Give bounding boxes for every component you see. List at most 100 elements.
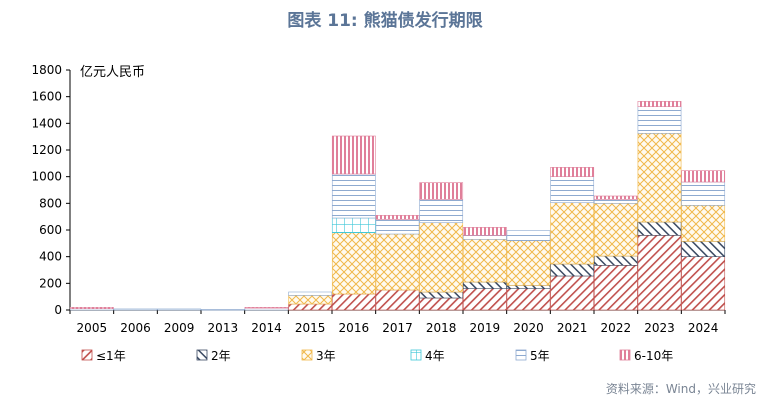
legend-swatch	[81, 349, 93, 361]
bar-segment	[244, 307, 289, 309]
bar-segment	[550, 176, 595, 203]
bar-segment	[637, 221, 682, 236]
bar-segment	[681, 170, 726, 183]
bar-segment	[462, 235, 507, 240]
bar-segment	[113, 308, 158, 311]
x-tick-label: 2019	[470, 321, 501, 335]
bar-segment	[637, 106, 682, 134]
bar-segment	[288, 303, 333, 311]
legend-item: 4年	[410, 349, 445, 363]
legend-swatch	[196, 349, 208, 361]
bar-segment	[288, 295, 333, 305]
y-tick-label: 200	[39, 276, 62, 290]
bar-segment	[419, 182, 464, 200]
bar-segment	[637, 133, 682, 223]
x-tick-label: 2005	[77, 321, 108, 335]
bar-segment	[550, 263, 595, 277]
bar-segment	[550, 202, 595, 265]
y-tick-label: 1000	[31, 170, 62, 184]
legend-label: 3年	[316, 349, 336, 363]
legend-item: 6-10年	[619, 349, 673, 363]
bar-segment	[637, 235, 682, 311]
bar-segment	[288, 291, 333, 296]
bar-segment	[506, 288, 551, 311]
x-tick-label: 2006	[120, 321, 151, 335]
y-tick-label: 800	[39, 196, 62, 210]
legend-item: 2年	[196, 349, 231, 363]
legend-swatch	[301, 349, 313, 361]
x-tick-label: 2013	[208, 321, 239, 335]
bar-segment	[419, 297, 464, 311]
y-tick-label: 600	[39, 223, 62, 237]
bar-segment	[506, 240, 551, 286]
bar-segment	[375, 233, 420, 291]
bar-segment	[550, 167, 595, 177]
bar-segment	[681, 241, 726, 257]
bar-segment	[593, 203, 638, 257]
x-tick-label: 2015	[295, 321, 326, 335]
bar-segment	[593, 199, 638, 204]
y-tick-label: 1200	[31, 143, 62, 157]
bar-segment	[331, 232, 376, 295]
bar-segment	[681, 205, 726, 242]
legend-label: ≤1年	[96, 349, 126, 363]
bar-segment	[375, 219, 420, 235]
x-tick-label: 2024	[688, 321, 719, 335]
x-tick-label: 2017	[382, 321, 413, 335]
bar-segment	[375, 215, 420, 220]
source-note: 资料来源：Wind，兴业研究	[605, 382, 756, 396]
y-tick-label: 0	[54, 303, 62, 317]
y-axis: 0 200 400 600 800 1000 1200 1400 1600 1800	[31, 63, 71, 317]
bar-segment	[331, 217, 376, 233]
x-tick-label: 2014	[251, 321, 282, 335]
bar-segment	[331, 135, 376, 175]
x-tick-label: 2023	[644, 321, 675, 335]
x-tick-label: 2021	[557, 321, 588, 335]
bar-segment	[200, 309, 245, 311]
legend: ≤1年 2年 3年 4年 5年 6-10年	[81, 349, 673, 363]
x-axis: 2005 2006 2009 2013 2014 2015 2016 2017 2018 2019…	[69, 309, 726, 335]
bar-segment	[593, 255, 638, 266]
bar-segment	[681, 256, 726, 311]
bar-segment	[69, 307, 114, 309]
legend-label: 6-10年	[634, 349, 673, 363]
y-tick-label: 1600	[31, 90, 62, 104]
bar-segment	[462, 227, 507, 236]
chart-title: 图表 11: 熊猫债发行期限	[287, 11, 483, 31]
legend-swatch	[515, 349, 527, 361]
legend-item: 3年	[301, 349, 336, 363]
legend-label: 4年	[425, 349, 445, 363]
legend-item: 5年	[515, 349, 550, 363]
bar-segment	[462, 239, 507, 283]
bar-segment	[593, 265, 638, 311]
bar-segment	[419, 291, 464, 299]
bar-segment	[506, 285, 551, 289]
legend-swatch	[619, 349, 631, 361]
x-tick-label: 2022	[601, 321, 632, 335]
bar-segment	[506, 230, 551, 241]
bar-segment	[462, 281, 507, 289]
bar-segment	[419, 199, 464, 223]
bar-segment	[157, 308, 202, 311]
bar-segment	[331, 173, 376, 219]
x-tick-label: 2016	[339, 321, 370, 335]
x-tick-label: 2020	[513, 321, 544, 335]
bar-segment	[419, 222, 464, 293]
bar-segment	[331, 293, 376, 311]
legend-item: ≤1年	[81, 349, 126, 363]
legend-label: 5年	[530, 349, 550, 363]
y-tick-label: 1800	[31, 63, 62, 77]
y-tick-label: 1400	[31, 116, 62, 130]
legend-label: 2年	[211, 349, 231, 363]
bar-segment	[681, 181, 726, 206]
y-tick-label: 400	[39, 250, 62, 264]
x-tick-label: 2018	[426, 321, 457, 335]
unit-label: 亿元人民币	[80, 65, 145, 80]
legend-swatch	[410, 349, 422, 361]
bar-segment	[375, 289, 420, 311]
bar-segment	[550, 275, 595, 311]
bars	[69, 101, 726, 311]
x-tick-label: 2009	[164, 321, 195, 335]
bar-segment	[462, 288, 507, 311]
